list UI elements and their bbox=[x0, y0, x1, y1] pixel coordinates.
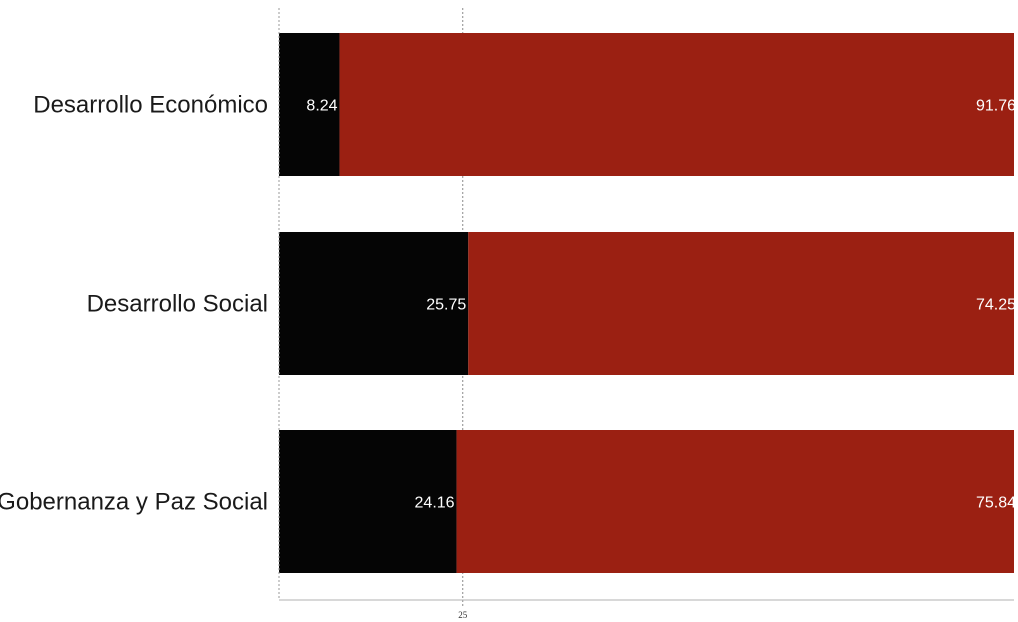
data-label: 25.75 bbox=[426, 297, 466, 314]
bar-series-0-0 bbox=[279, 33, 340, 176]
bar-series-1-0 bbox=[339, 33, 1015, 176]
data-label: 74.25 bbox=[976, 297, 1016, 314]
bar-series-0-2 bbox=[279, 430, 457, 573]
data-label: 91.76 bbox=[976, 98, 1016, 115]
x-tick-label: 25 bbox=[458, 610, 468, 620]
bar-series-1-2 bbox=[456, 430, 1014, 573]
data-label: 8.24 bbox=[306, 98, 337, 115]
category-label: Desarrollo Social bbox=[87, 291, 268, 318]
data-label: 24.16 bbox=[415, 495, 455, 512]
bar-series-1-1 bbox=[468, 232, 1014, 375]
category-label: Desarrollo Económico bbox=[33, 92, 268, 119]
bar-series-0-1 bbox=[279, 232, 469, 375]
labels: 25 Desarrollo Económico 8.24 91.76 Desarroll… bbox=[0, 92, 1016, 621]
data-label: 75.84 bbox=[976, 495, 1016, 512]
category-label: Gobernanza y Paz Social bbox=[0, 489, 268, 516]
bars bbox=[279, 33, 1015, 573]
